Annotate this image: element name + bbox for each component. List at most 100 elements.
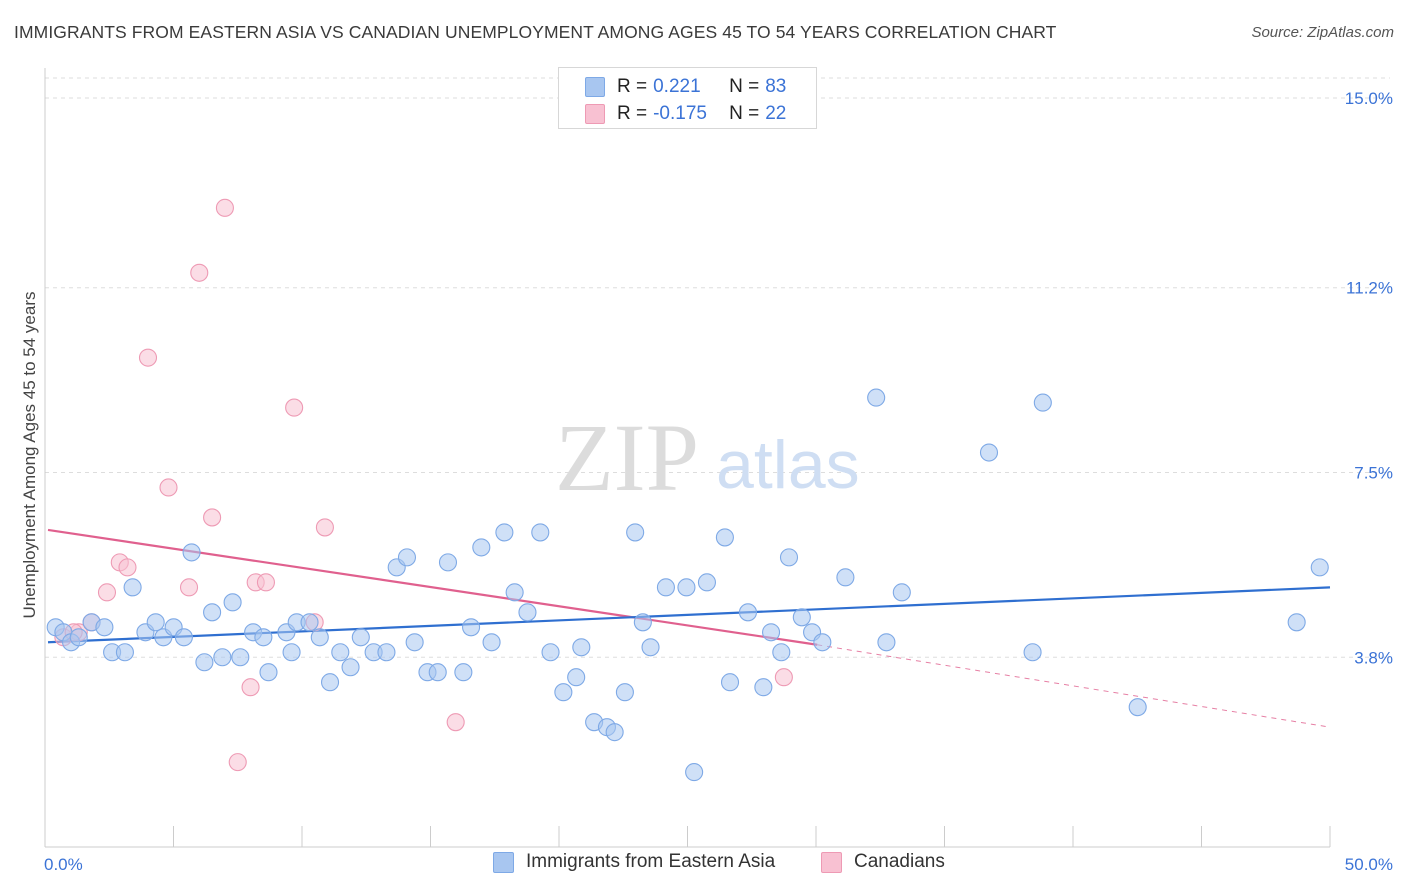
chart-title: IMMIGRANTS FROM EASTERN ASIA VS CANADIAN… — [14, 22, 1057, 42]
bottom-legend-swatch-pink — [821, 851, 842, 873]
legend-box: R = 0.221 N = 83 R = -0.175 N = 22 — [558, 67, 817, 129]
point-eastern-asia — [685, 763, 704, 782]
point-eastern-asia — [715, 528, 734, 547]
trend-line-canadians-extension — [817, 644, 1331, 728]
point-eastern-asia — [282, 643, 301, 662]
point-eastern-asia — [310, 628, 329, 647]
bottom-legend-label: Immigrants from Eastern Asia — [526, 851, 776, 872]
legend-row-eastern-asia: R = 0.221 N = 83 — [585, 74, 786, 100]
point-eastern-asia — [531, 523, 550, 542]
point-eastern-asia — [626, 523, 645, 542]
y-tick-label: 11.2% — [1346, 279, 1393, 298]
point-eastern-asia — [754, 678, 773, 697]
point-canadians — [228, 753, 247, 772]
point-eastern-asia — [779, 548, 799, 567]
legend-n-value: 22 — [765, 103, 787, 124]
point-eastern-asia — [641, 638, 660, 657]
point-eastern-asia — [472, 538, 491, 557]
point-eastern-asia — [1023, 643, 1042, 662]
point-eastern-asia — [259, 663, 278, 682]
point-canadians — [315, 518, 334, 537]
point-eastern-asia — [95, 618, 114, 637]
point-canadians — [446, 713, 465, 732]
point-eastern-asia — [979, 443, 999, 462]
legend-row-canadians: R = -0.175 N = 22 — [585, 101, 786, 127]
point-eastern-asia — [123, 578, 142, 597]
point-eastern-asia — [69, 628, 88, 647]
point-eastern-asia — [1033, 393, 1052, 412]
legend-r-label: R = — [617, 103, 648, 124]
point-eastern-asia — [1128, 698, 1147, 717]
point-eastern-asia — [633, 613, 652, 632]
point-eastern-asia — [438, 553, 458, 572]
legend-n-label: N = — [729, 103, 760, 124]
trend-lines — [47, 528, 1331, 728]
axes — [44, 68, 1331, 848]
source-label: Source: ZipAtlas.com — [1251, 24, 1394, 41]
point-canadians — [774, 668, 793, 687]
watermark-atlas: atlas — [716, 427, 860, 503]
point-eastern-asia — [482, 633, 501, 652]
legend-r-label: R = — [617, 76, 648, 97]
point-eastern-asia — [615, 683, 634, 702]
x-tick-label-max: 50.0% — [1345, 855, 1393, 874]
point-eastern-asia — [428, 663, 447, 682]
point-eastern-asia — [738, 603, 758, 622]
point-eastern-asia — [877, 633, 896, 652]
point-eastern-asia — [792, 608, 811, 627]
point-eastern-asia — [772, 643, 791, 662]
point-eastern-asia — [813, 633, 832, 652]
point-eastern-asia — [836, 568, 855, 587]
watermark-zip: ZIP — [555, 404, 699, 511]
point-eastern-asia — [554, 683, 573, 702]
point-canadians — [285, 398, 304, 417]
point-eastern-asia — [203, 603, 222, 622]
point-eastern-asia — [331, 643, 350, 662]
gridlines — [45, 77, 1390, 658]
point-eastern-asia — [377, 643, 396, 662]
point-eastern-asia — [761, 623, 781, 642]
point-canadians — [203, 508, 222, 527]
point-eastern-asia — [454, 663, 473, 682]
legend-swatch-blue — [585, 77, 605, 97]
point-canadians — [215, 198, 234, 217]
point-eastern-asia — [462, 618, 481, 637]
point-eastern-asia — [397, 548, 417, 567]
point-eastern-asia — [351, 628, 370, 647]
point-canadians — [159, 478, 178, 497]
trend-line-canadians — [47, 528, 818, 646]
point-eastern-asia — [146, 613, 165, 632]
point-eastern-asia — [223, 593, 242, 612]
point-canadians — [138, 348, 158, 367]
point-eastern-asia — [195, 653, 214, 672]
point-eastern-asia — [341, 658, 360, 677]
data-points — [46, 198, 1329, 782]
y-tick-labels: 3.8% 7.5% 11.2% 15.0% — [1345, 89, 1393, 667]
point-eastern-asia — [213, 648, 232, 667]
point-eastern-asia — [505, 583, 524, 602]
point-eastern-asia — [495, 523, 514, 542]
point-eastern-asia — [572, 638, 591, 657]
legend-n-label: N = — [729, 76, 760, 97]
point-canadians — [179, 578, 199, 597]
point-canadians — [190, 263, 209, 282]
point-eastern-asia — [867, 388, 886, 407]
point-canadians — [118, 558, 137, 577]
point-eastern-asia — [605, 723, 624, 742]
watermark: ZIP atlas — [555, 404, 860, 511]
legend-swatch-pink — [585, 104, 605, 124]
point-eastern-asia — [1287, 613, 1306, 632]
point-eastern-asia — [677, 578, 696, 597]
point-eastern-asia — [182, 543, 201, 562]
bottom-legend-label: Canadians — [854, 851, 945, 872]
point-eastern-asia — [518, 603, 537, 622]
point-eastern-asia — [300, 613, 319, 632]
point-canadians — [97, 583, 117, 602]
point-eastern-asia — [254, 628, 273, 647]
bottom-legend-swatch-blue — [493, 851, 514, 873]
legend-r-value: 0.221 — [653, 76, 701, 97]
point-eastern-asia — [892, 583, 911, 602]
point-eastern-asia — [320, 673, 340, 692]
y-tick-label: 3.8% — [1354, 648, 1393, 667]
